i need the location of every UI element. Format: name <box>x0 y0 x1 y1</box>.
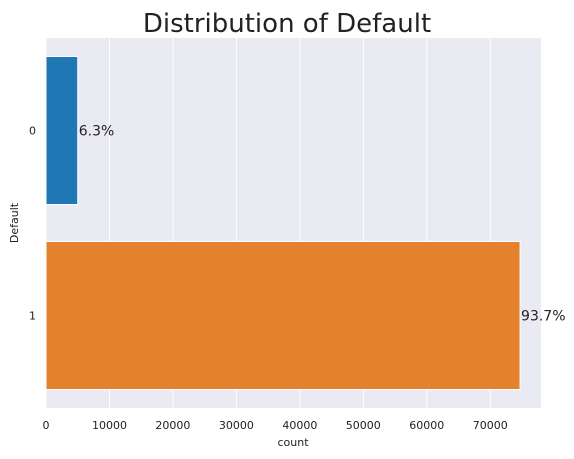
x-tick-label: 50000 <box>346 419 381 432</box>
y-tick-label: 1 <box>29 310 36 323</box>
x-tick-label: 70000 <box>473 419 508 432</box>
bars <box>45 56 521 390</box>
x-tick-label: 60000 <box>409 419 444 432</box>
x-tick-label: 0 <box>43 419 50 432</box>
x-tick-label: 40000 <box>282 419 317 432</box>
x-tick-label: 20000 <box>155 419 190 432</box>
bar <box>45 56 79 205</box>
x-tick-labels: 0 10000 20000 30000 40000 50000 60000 70000 <box>43 419 508 432</box>
bar <box>45 241 521 390</box>
chart-title: Distribution of Default <box>143 9 431 39</box>
y-tick-labels: 01 <box>29 125 36 323</box>
x-tick-label: 30000 <box>219 419 254 432</box>
bar-labels: 6.3% 93.7% <box>79 124 566 325</box>
x-axis-label: count <box>277 436 309 449</box>
bar-data-label: 6.3% <box>79 124 115 140</box>
bar-data-label: 93.7% <box>521 309 565 325</box>
y-tick-label: 0 <box>29 125 36 138</box>
y-axis-label: Default <box>8 202 21 243</box>
x-tick-label: 10000 <box>92 419 127 432</box>
